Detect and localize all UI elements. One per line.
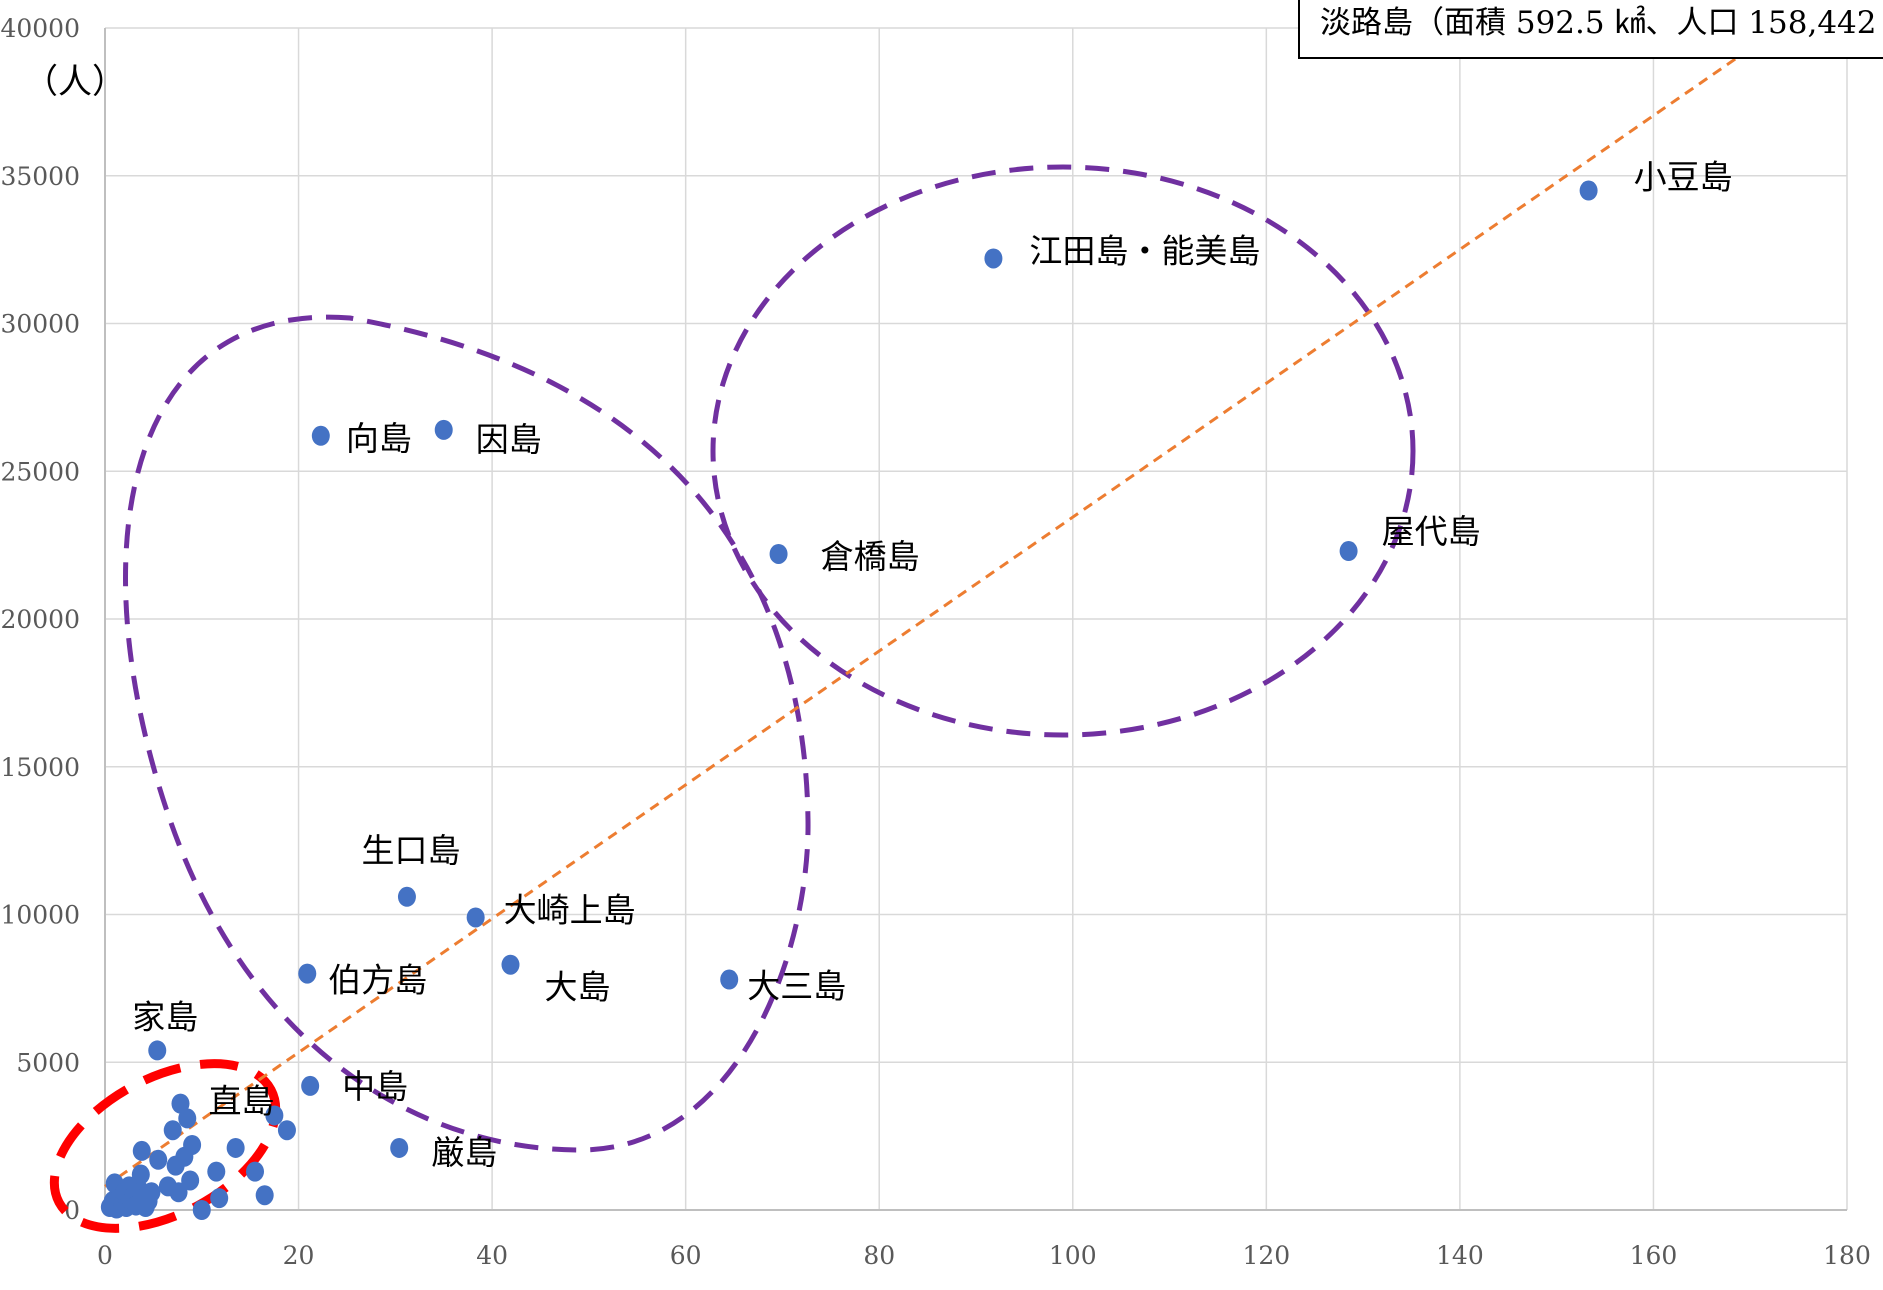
x-tick-label: 140 — [1436, 1241, 1484, 1270]
data-point-labeled — [984, 248, 1003, 269]
point-label: 江田島・能美島 — [1029, 231, 1260, 270]
data-point — [132, 1140, 151, 1161]
point-label: 中島 — [342, 1067, 408, 1106]
point-label: 小豆島 — [1634, 158, 1733, 197]
data-point — [181, 1170, 200, 1191]
data-point — [265, 1105, 284, 1126]
point-label: 伯方島 — [328, 961, 427, 1000]
data-point — [183, 1134, 202, 1155]
data-point — [277, 1120, 296, 1141]
x-tick-label: 40 — [476, 1241, 508, 1270]
data-point-labeled — [769, 543, 788, 564]
data-point-labeled — [1579, 180, 1598, 201]
y-tick-label: 0 — [64, 1196, 80, 1225]
data-point-labeled — [1339, 541, 1358, 562]
data-point — [192, 1200, 211, 1220]
y-axis-unit-label: （人） — [24, 62, 126, 102]
x-tick-label: 100 — [1049, 1241, 1097, 1270]
x-tick-label: 20 — [283, 1241, 315, 1270]
data-point — [169, 1182, 188, 1203]
trend-line — [104, 47, 1752, 1188]
data-point — [210, 1188, 229, 1209]
data-point-labeled — [148, 1040, 167, 1061]
data-point-labeled — [434, 419, 453, 440]
data-points — [100, 180, 1598, 1220]
y-tick-label: 10000 — [0, 901, 80, 930]
x-tick-label: 60 — [670, 1241, 702, 1270]
data-point — [163, 1120, 182, 1141]
grid-lines — [105, 27, 1848, 1210]
x-tick-label: 80 — [863, 1241, 895, 1270]
point-label: 直島 — [208, 1082, 274, 1121]
x-tick-label: 120 — [1242, 1241, 1290, 1270]
y-tick-label: 25000 — [0, 457, 80, 486]
data-point-labeled — [466, 907, 485, 928]
x-tick-label: 180 — [1823, 1241, 1871, 1270]
data-point — [246, 1161, 265, 1182]
data-point — [207, 1161, 226, 1182]
point-label: 厳島 — [431, 1133, 497, 1172]
point-label: 倉橋島 — [821, 537, 920, 576]
data-point — [142, 1182, 161, 1203]
data-point-labeled — [298, 963, 317, 984]
data-point-labeled — [311, 425, 330, 446]
x-tick-label: 0 — [97, 1241, 113, 1270]
data-point — [131, 1164, 150, 1185]
x-tick-labels: 0 20 40 60 80 100 120 140 160 180 — [97, 1241, 1871, 1270]
x-tick-label: 160 — [1630, 1241, 1678, 1270]
data-point-labeled — [301, 1075, 320, 1096]
point-label: 向島 — [346, 419, 412, 458]
data-point-labeled — [171, 1093, 190, 1114]
data-point — [255, 1185, 274, 1206]
point-label: 家島 — [132, 997, 198, 1036]
y-tick-label: 15000 — [0, 753, 80, 782]
point-label: 大三島 — [747, 967, 846, 1006]
y-tick-label: 35000 — [0, 162, 80, 191]
data-point — [149, 1149, 168, 1170]
data-point-labeled — [501, 954, 520, 975]
point-label: 大崎上島 — [504, 890, 636, 929]
data-point-labeled — [720, 969, 739, 990]
data-point-labeled — [390, 1137, 409, 1158]
group-outline-right — [710, 164, 1416, 738]
point-label: 屋代島 — [1382, 512, 1481, 551]
y-tick-label: 30000 — [0, 310, 80, 339]
y-tick-label: 20000 — [0, 605, 80, 634]
point-label: 大島 — [544, 968, 610, 1007]
y-tick-label: 5000 — [16, 1048, 80, 1077]
note-box: 淡路島（面積 592.5 ㎢、人口 158,442 人） — [1298, 0, 1883, 59]
group-outline-left — [123, 314, 811, 1153]
note-text: 淡路島（面積 592.5 ㎢、人口 158,442 人） — [1320, 5, 1883, 41]
data-point — [226, 1137, 245, 1158]
y-tick-labels: 0 5000 10000 15000 20000 25000 30000 35000 40000 — [0, 14, 80, 1225]
y-tick-label: 40000 — [0, 14, 80, 43]
data-point-labeled — [397, 886, 416, 907]
axis-lines — [104, 28, 1847, 1211]
point-label: 生口島 — [361, 831, 460, 870]
data-point — [178, 1108, 197, 1129]
point-label: 因島 — [476, 420, 542, 459]
